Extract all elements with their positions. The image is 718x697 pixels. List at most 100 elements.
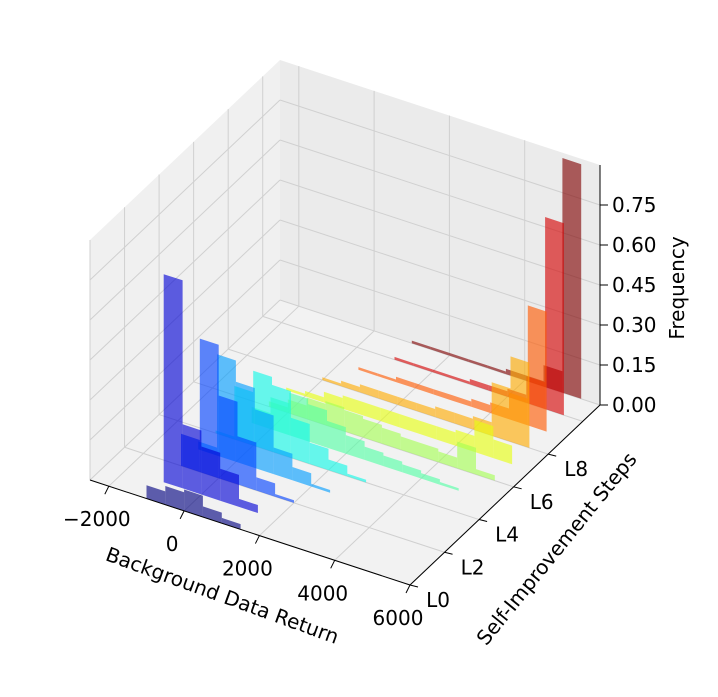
histogram-bar bbox=[402, 464, 422, 479]
histogram-bar bbox=[182, 424, 202, 495]
z-grid-line bbox=[89, 139, 281, 321]
histogram-bar bbox=[396, 376, 415, 389]
histogram-bar bbox=[345, 435, 365, 460]
histogram-bar bbox=[202, 506, 222, 524]
histogram-bar bbox=[436, 426, 456, 446]
z-tick-label: 0.75 bbox=[612, 193, 657, 217]
x-tick bbox=[179, 510, 185, 520]
y-tick bbox=[409, 584, 419, 588]
histogram-bar bbox=[184, 489, 203, 518]
histogram-bar bbox=[383, 455, 403, 473]
histogram-bar bbox=[311, 483, 331, 493]
histogram-bar bbox=[457, 441, 476, 475]
histogram-bar bbox=[201, 446, 221, 501]
histogram-bar bbox=[562, 158, 582, 399]
histogram-bar bbox=[452, 395, 472, 407]
histogram-bar bbox=[418, 420, 437, 440]
z-tick-label: 0.30 bbox=[612, 313, 657, 337]
histogram-bar bbox=[545, 217, 564, 416]
x-tick bbox=[254, 535, 260, 544]
histogram-bar bbox=[163, 274, 183, 489]
x-tick-label: 0 bbox=[166, 532, 179, 556]
series-8 bbox=[322, 356, 530, 448]
histogram-bar bbox=[510, 356, 530, 448]
histogram-bar bbox=[411, 340, 431, 350]
x-tick-label: 6000 bbox=[373, 606, 424, 630]
histogram-bar bbox=[474, 419, 494, 459]
histogram-bar bbox=[493, 439, 513, 465]
y-tick-label: L4 bbox=[495, 523, 519, 547]
histogram-bar bbox=[413, 363, 433, 372]
z-grid-line bbox=[89, 99, 281, 281]
x-tick bbox=[405, 584, 411, 594]
z-axis-label: Frequency bbox=[665, 236, 689, 339]
y-tick bbox=[478, 519, 488, 523]
z-tick-label: 0.15 bbox=[612, 353, 657, 377]
y-tick bbox=[444, 551, 453, 555]
z-grid-line bbox=[89, 299, 281, 481]
histogram-bar bbox=[476, 469, 495, 481]
histogram-bar bbox=[256, 477, 276, 497]
histogram-bar bbox=[273, 447, 293, 481]
series-0 bbox=[146, 485, 241, 530]
histogram-bar bbox=[430, 346, 450, 356]
histogram-bar bbox=[364, 446, 384, 467]
z-grid-line bbox=[89, 179, 281, 361]
histogram-bar bbox=[342, 395, 362, 415]
x-tick bbox=[104, 485, 110, 495]
histogram-bar bbox=[344, 409, 363, 438]
histogram-bar bbox=[359, 384, 379, 399]
histogram-bar bbox=[449, 352, 469, 362]
histogram-bar bbox=[433, 389, 453, 401]
histogram-bar bbox=[327, 420, 346, 454]
histogram-bar bbox=[421, 473, 440, 485]
histogram-bar bbox=[419, 442, 439, 463]
histogram-bar bbox=[487, 365, 506, 375]
histogram-bar bbox=[322, 377, 342, 387]
x-tick-label: 4000 bbox=[297, 581, 348, 605]
series-1 bbox=[163, 274, 258, 513]
y-tick-label: L6 bbox=[530, 490, 554, 514]
z-grid-line bbox=[279, 99, 601, 206]
y-tick-label: L8 bbox=[564, 457, 588, 481]
histogram-bar bbox=[361, 401, 381, 421]
histogram-bar bbox=[305, 391, 324, 403]
histogram-bar bbox=[438, 451, 458, 469]
histogram-bar bbox=[290, 417, 310, 464]
histogram-bar bbox=[347, 473, 367, 483]
histogram-bar bbox=[275, 494, 294, 503]
histogram-bar bbox=[491, 382, 511, 442]
histogram-bar bbox=[272, 384, 291, 458]
histogram-bar bbox=[199, 338, 219, 479]
histogram-bar bbox=[432, 369, 451, 379]
z-tick-label: 0.00 bbox=[612, 393, 657, 417]
histogram-bar bbox=[165, 486, 185, 511]
histogram-bar bbox=[468, 359, 488, 368]
histogram-bar bbox=[414, 383, 434, 395]
histogram-bar bbox=[451, 375, 470, 385]
histogram-bar bbox=[439, 482, 459, 491]
histogram-bar bbox=[218, 395, 238, 485]
histogram-bar bbox=[416, 402, 436, 417]
y-axis-line bbox=[409, 404, 601, 586]
z-grid-line bbox=[89, 259, 281, 441]
y-tick bbox=[548, 453, 557, 457]
y-tick bbox=[513, 486, 522, 490]
histogram-bar bbox=[328, 459, 348, 477]
histogram-bar bbox=[292, 467, 312, 487]
histogram-bar bbox=[469, 379, 489, 391]
histogram-bar bbox=[286, 387, 305, 397]
histogram-bar bbox=[380, 407, 400, 428]
histogram-bar bbox=[254, 409, 274, 475]
histogram-bar bbox=[471, 398, 491, 413]
x-tick-label: −2000 bbox=[63, 507, 131, 531]
histogram-bar bbox=[377, 373, 396, 383]
histogram-bar bbox=[308, 404, 327, 448]
histogram-bar bbox=[323, 391, 343, 409]
x-tick-label: 2000 bbox=[222, 557, 273, 581]
y-tick-label: L2 bbox=[461, 555, 485, 579]
histogram-bar bbox=[220, 468, 239, 507]
histogram-bar bbox=[358, 367, 378, 376]
histogram-bar bbox=[381, 427, 401, 450]
